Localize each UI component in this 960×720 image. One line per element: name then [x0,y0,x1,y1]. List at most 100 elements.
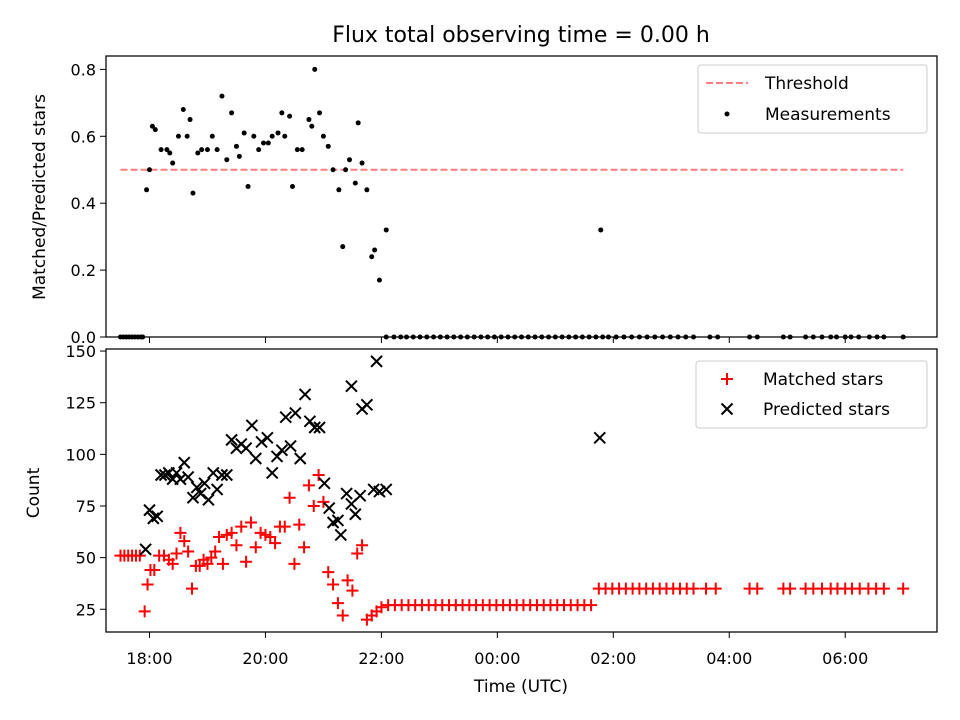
matched-point [193,559,206,572]
predicted-point [151,510,164,523]
bottom-legend-box [695,360,928,429]
x-tick-label: 04:00 [706,649,752,668]
chart-title: Flux total observing time = 0.00 h [332,23,710,48]
matched-point [166,557,179,570]
measurement-point [180,107,186,113]
measurement-point [347,157,353,163]
matched-point [278,520,291,533]
measurement-point [224,157,230,163]
matched-point [302,479,315,492]
matched-point [312,469,325,482]
predicted-point [340,487,353,500]
predicted-point [265,466,279,480]
measurement-point [355,120,361,126]
y-tick-label: 50 [76,549,96,568]
predicted-point [313,421,326,434]
measurement-point [214,147,220,153]
predicted-point [261,431,274,445]
measurement-point [372,247,378,253]
matched-point [897,582,910,595]
y-tick-label: 25 [76,600,96,619]
measurement-point [383,227,389,233]
measurement-point [144,187,150,193]
measurement-point [152,127,158,133]
predicted-point [323,501,336,515]
top-legend-box [697,64,928,134]
matched-point [230,539,243,552]
top-x-ticks [148,337,846,343]
predicted-point [190,481,204,494]
bottom-panel: 25 50 75 100 125 150 18:00 20:00 22:00 00:00 02:0… [24,342,938,697]
measurement-point [164,147,170,153]
predicted-point [289,406,302,420]
y-tick-label: 0.4 [71,194,96,213]
matched-point [336,609,349,622]
x-tick-label: 22:00 [358,649,404,668]
predicted-point [178,456,191,469]
measurement-point [158,147,164,153]
top-y-ticks: 0.0 0.2 0.4 0.6 0.8 [71,60,106,347]
predicted-point [345,379,358,393]
measurement-point [275,130,281,136]
predicted-point [181,470,195,484]
predicted-point [198,477,211,490]
matched-point [209,545,222,558]
matched-point [317,495,330,508]
predicted-point [255,435,268,449]
matched-point [240,555,253,568]
legend-predicted-swatch [720,402,734,416]
predicted-point [353,489,367,502]
matched-point [225,526,238,539]
top-panel: 0.00.20.40.60.8 Matched/Predicted stars … [30,55,938,347]
legend-matched-marker [721,373,733,385]
measurement-point [343,167,349,173]
measurement-point [209,133,215,139]
matched-point [585,599,598,612]
measurement-point [312,66,318,72]
measurement-point [233,143,239,149]
matched-point [185,582,198,595]
predicted-point [139,543,152,556]
x-axis-label: Time (UTC) [473,677,568,697]
x-tick-label: 20:00 [242,649,288,668]
measurement-point [306,117,312,123]
y-tick-label: 100 [65,445,96,464]
matched-point [182,545,195,558]
legend-matched-label: Matched stars [763,370,883,390]
measurement-point [149,123,155,129]
x-tick-label: 18:00 [126,649,172,668]
measurement-point [364,187,370,193]
predicted-point [373,485,386,498]
measurement-point [251,133,257,139]
bottom-axes-frame [105,348,938,633]
measurement-point [265,140,271,146]
matched-point [784,582,797,595]
matched-point [341,574,354,587]
predicted-point [360,398,374,411]
measurement-point [336,187,342,193]
matched-point [170,547,183,560]
matched-point [269,537,282,550]
matched-point [235,520,248,533]
matched-point [178,535,191,548]
measurement-point [245,183,251,189]
predicted-point [380,483,393,496]
predicted-point [245,419,259,432]
measurement-point [359,160,365,166]
measurement-point [195,150,201,156]
measurement-point [376,277,382,283]
matched-point [283,491,296,504]
measurement-point [256,147,262,153]
x-tick-label: 02:00 [590,649,636,668]
matched-point [307,499,320,512]
matched-point [687,582,700,595]
predicted-point [318,477,331,490]
predicted-point [202,493,215,507]
measurement-point [204,147,210,153]
predicted-point [186,491,200,504]
predicted-point [334,528,348,542]
bottom-y-axis-label: Count [24,467,44,518]
matched-point [205,551,218,564]
matched-point [331,597,344,610]
matched-point [138,605,151,618]
